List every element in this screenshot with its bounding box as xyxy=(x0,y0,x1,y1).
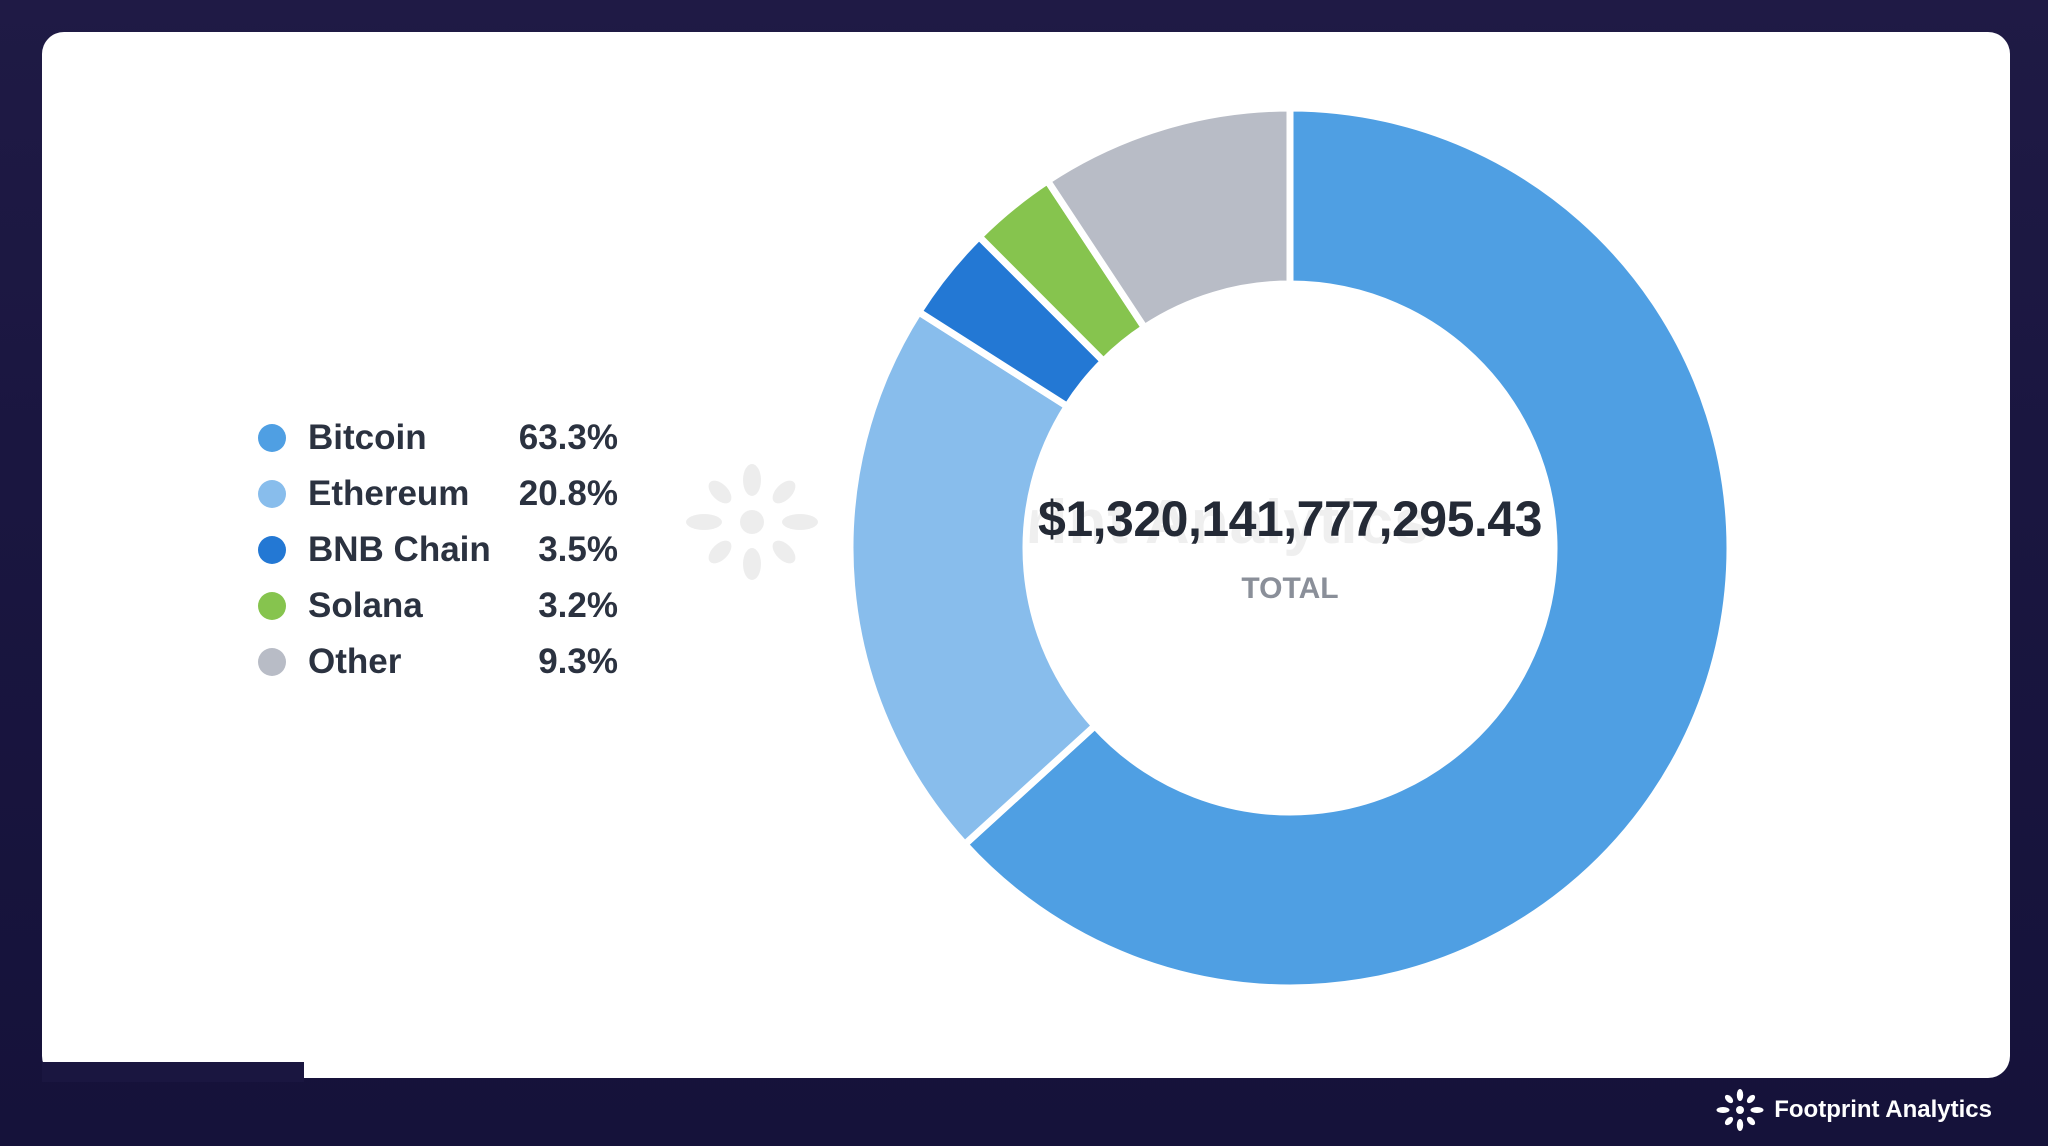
legend-item-solana[interactable]: Solana 3.2% xyxy=(258,578,618,634)
slice-bitcoin[interactable] xyxy=(961,104,1734,992)
brand-name: Footprint Analytics xyxy=(1774,1096,1992,1123)
footprint-logo-icon xyxy=(1716,1089,1764,1131)
legend-swatch-solana xyxy=(258,592,286,620)
legend-item-ethereum[interactable]: Ethereum 20.8% xyxy=(258,466,618,522)
legend-value: 63.3% xyxy=(518,418,618,457)
chart-legend: Bitcoin 63.3% Ethereum 20.8% BNB Chain 3… xyxy=(258,410,618,690)
legend-value: 3.5% xyxy=(538,530,618,569)
legend-item-other[interactable]: Other 9.3% xyxy=(258,634,618,690)
legend-label: Ethereum xyxy=(308,474,470,513)
donut-center-total: $1,320,141,777,295.43 xyxy=(1038,491,1542,547)
legend-value: 20.8% xyxy=(518,474,618,513)
legend-item-bnb-chain[interactable]: BNB Chain 3.5% xyxy=(258,522,618,578)
legend-swatch-bnb-chain xyxy=(258,536,286,564)
legend-value: 9.3% xyxy=(538,642,618,681)
legend-swatch-bitcoin xyxy=(258,424,286,452)
donut-center-label: TOTAL xyxy=(1241,572,1339,605)
legend-swatch-ethereum xyxy=(258,480,286,508)
slice-ethereum[interactable] xyxy=(846,308,1099,848)
legend-label: Other xyxy=(308,642,402,681)
legend-label: Bitcoin xyxy=(308,418,427,457)
legend-label: BNB Chain xyxy=(308,530,491,569)
legend-label: Solana xyxy=(308,586,423,625)
card-corner-notch xyxy=(42,1062,304,1082)
brand-footer: Footprint Analytics xyxy=(1716,1088,1992,1132)
legend-item-bitcoin[interactable]: Bitcoin 63.3% xyxy=(258,410,618,466)
slice-other[interactable] xyxy=(1043,104,1294,332)
legend-swatch-other xyxy=(258,648,286,676)
legend-value: 3.2% xyxy=(538,586,618,625)
